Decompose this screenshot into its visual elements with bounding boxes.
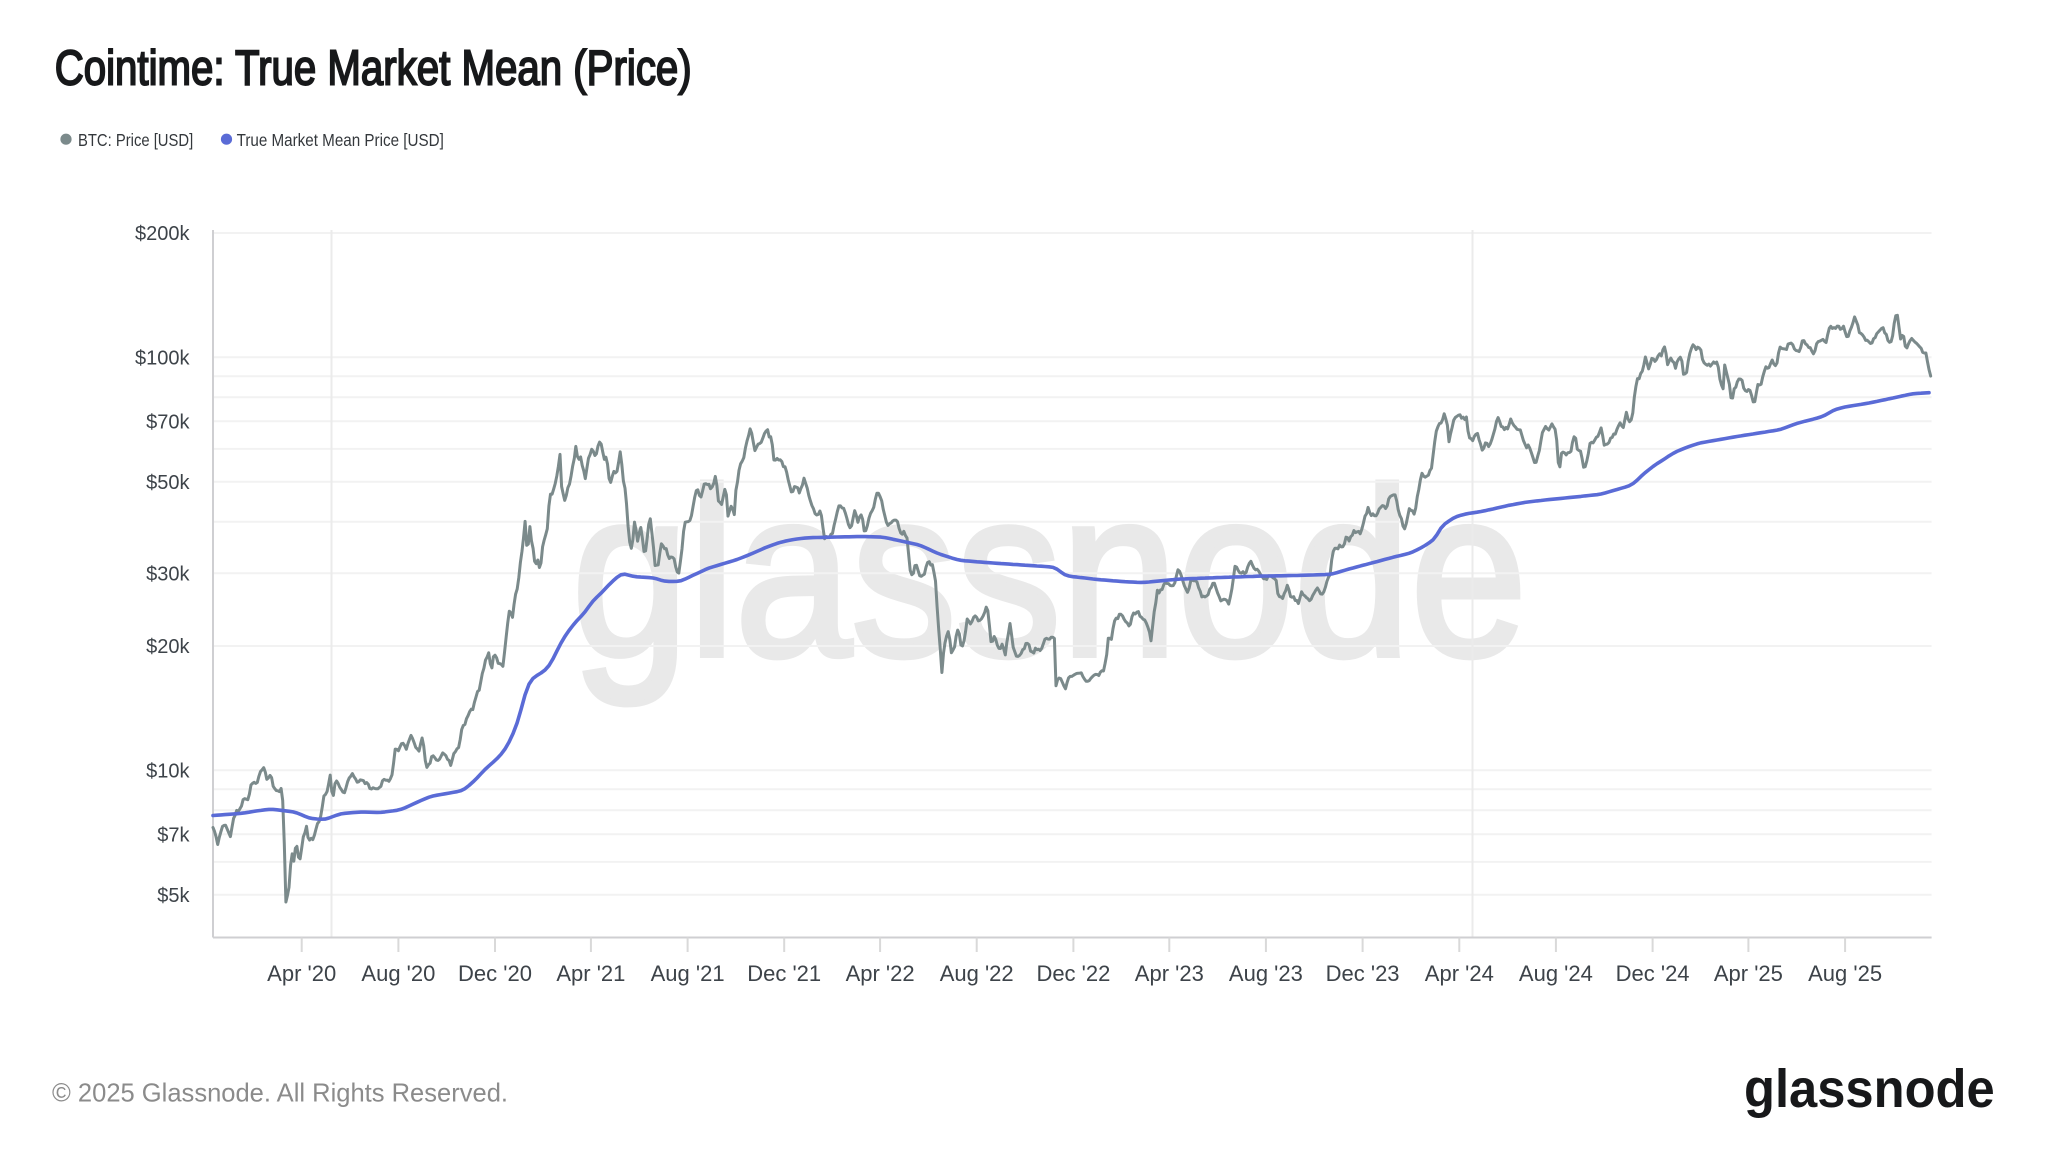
svg-text:$5k: $5k: [157, 885, 190, 907]
svg-text:© 2025 Glassnode. All Rights R: © 2025 Glassnode. All Rights Reserved.: [52, 1078, 508, 1108]
svg-text:$10k: $10k: [146, 761, 190, 783]
svg-text:$100k: $100k: [135, 348, 190, 370]
svg-text:Cointime: True Market Mean (Pr: Cointime: True Market Mean (Price): [55, 42, 692, 96]
svg-text:Apr '22: Apr '22: [846, 961, 915, 986]
svg-text:$7k: $7k: [157, 825, 190, 847]
svg-text:$20k: $20k: [146, 636, 190, 658]
svg-text:$30k: $30k: [146, 564, 190, 586]
svg-text:Aug '22: Aug '22: [940, 961, 1014, 986]
svg-text:Dec '24: Dec '24: [1616, 961, 1690, 986]
svg-text:Dec '20: Dec '20: [458, 961, 532, 986]
svg-text:$50k: $50k: [146, 472, 190, 494]
svg-text:Aug '24: Aug '24: [1519, 961, 1593, 986]
svg-text:Aug '21: Aug '21: [651, 961, 725, 986]
svg-text:Dec '23: Dec '23: [1326, 961, 1400, 986]
svg-text:Aug '20: Aug '20: [361, 961, 435, 986]
svg-text:$200k: $200k: [135, 223, 190, 245]
svg-text:Aug '25: Aug '25: [1808, 961, 1882, 986]
svg-text:Aug '23: Aug '23: [1229, 961, 1303, 986]
svg-text:Apr '24: Apr '24: [1425, 961, 1494, 986]
svg-text:True Market Mean Price [USD]: True Market Mean Price [USD]: [237, 130, 444, 150]
svg-text:BTC: Price [USD]: BTC: Price [USD]: [78, 130, 193, 150]
svg-text:Apr '21: Apr '21: [556, 961, 625, 986]
svg-text:Apr '20: Apr '20: [267, 961, 336, 986]
svg-text:Apr '23: Apr '23: [1135, 961, 1204, 986]
svg-text:$70k: $70k: [146, 412, 190, 434]
svg-text:Dec '22: Dec '22: [1036, 961, 1110, 986]
svg-text:glassnode: glassnode: [1744, 1059, 1995, 1119]
svg-text:Dec '21: Dec '21: [747, 961, 821, 986]
svg-text:Apr '25: Apr '25: [1714, 961, 1783, 986]
